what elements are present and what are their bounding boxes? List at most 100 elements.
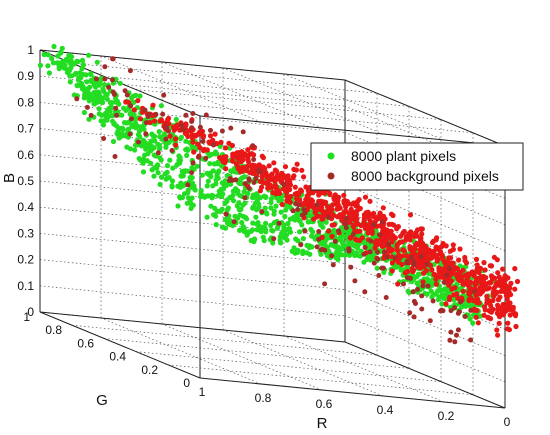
background-point bbox=[482, 267, 488, 273]
plant-point bbox=[82, 89, 88, 95]
plant-point bbox=[339, 246, 345, 252]
plant-point bbox=[307, 251, 313, 257]
plant-point bbox=[97, 81, 103, 87]
plant-point bbox=[296, 217, 302, 223]
background-point bbox=[512, 313, 519, 319]
plant-point bbox=[67, 79, 73, 85]
plant-point bbox=[98, 118, 104, 124]
background-point bbox=[473, 314, 479, 320]
plant-point bbox=[429, 282, 435, 288]
plant-point bbox=[80, 62, 87, 68]
background-point bbox=[316, 192, 322, 198]
plant-point bbox=[100, 122, 107, 128]
background-point bbox=[366, 224, 372, 230]
plant-point bbox=[225, 205, 231, 211]
background-point bbox=[350, 216, 357, 222]
background-point bbox=[350, 231, 356, 237]
plant-point bbox=[224, 198, 230, 204]
plant-point bbox=[470, 320, 476, 326]
background-point bbox=[208, 127, 213, 133]
background-point bbox=[262, 172, 268, 178]
plant-point bbox=[100, 86, 106, 92]
plant-point bbox=[260, 234, 266, 240]
background-point bbox=[424, 254, 430, 260]
plant-point bbox=[127, 111, 133, 117]
plant-point bbox=[56, 60, 62, 66]
background-point bbox=[389, 221, 395, 227]
background-point bbox=[331, 222, 337, 228]
plant-point bbox=[270, 228, 276, 234]
background-point bbox=[395, 259, 401, 265]
z-tick-label: 0.4 bbox=[17, 200, 34, 214]
plant-point bbox=[243, 215, 249, 221]
background-point bbox=[346, 246, 352, 252]
box-edge-4 bbox=[344, 341, 506, 409]
plant-point bbox=[71, 92, 77, 98]
background-point bbox=[279, 201, 285, 208]
background-point bbox=[245, 156, 251, 162]
plant-point bbox=[248, 237, 254, 244]
background-point bbox=[229, 142, 235, 149]
background-point bbox=[448, 308, 454, 314]
plant-point bbox=[125, 120, 131, 126]
plant-point bbox=[149, 167, 155, 173]
grid-top-r bbox=[283, 73, 445, 141]
background-point bbox=[431, 271, 437, 278]
plant-point bbox=[295, 247, 301, 253]
background-point bbox=[458, 299, 463, 305]
plant-point bbox=[257, 195, 263, 201]
background-point bbox=[158, 117, 164, 123]
background-point bbox=[344, 216, 349, 221]
plant-point bbox=[209, 151, 215, 157]
background-point bbox=[452, 285, 458, 291]
plant-point bbox=[169, 178, 176, 184]
background-point bbox=[190, 111, 196, 116]
background-point bbox=[410, 269, 416, 275]
plant-point bbox=[218, 186, 224, 192]
plant-point bbox=[213, 222, 219, 228]
background-point bbox=[452, 305, 458, 311]
background-point bbox=[377, 232, 382, 238]
plant-point bbox=[282, 227, 288, 234]
background-point bbox=[189, 125, 195, 131]
background-point bbox=[481, 260, 487, 266]
background-point bbox=[302, 228, 308, 234]
background-point bbox=[484, 300, 490, 306]
plant-point bbox=[55, 53, 61, 59]
background-point bbox=[348, 201, 354, 207]
grid-top-g bbox=[167, 102, 474, 134]
background-point bbox=[503, 307, 509, 314]
plant-point bbox=[309, 244, 315, 250]
background-point bbox=[419, 293, 425, 299]
plant-point bbox=[405, 288, 411, 294]
background-point bbox=[353, 236, 359, 242]
plant-point bbox=[177, 160, 183, 166]
background-point bbox=[412, 246, 418, 252]
plant-point bbox=[211, 212, 217, 218]
z-tick-label: 0.1 bbox=[17, 279, 34, 293]
z-tick-label: 0.9 bbox=[17, 69, 34, 83]
x-tick-label: 0 bbox=[504, 415, 511, 429]
background-point bbox=[222, 160, 228, 166]
background-point bbox=[361, 251, 367, 257]
grid-top-g bbox=[71, 62, 378, 94]
background-point bbox=[316, 229, 322, 234]
background-point bbox=[508, 280, 514, 286]
background-point bbox=[465, 271, 471, 277]
background-point bbox=[239, 168, 246, 174]
background-point bbox=[348, 206, 354, 212]
plant-point bbox=[74, 58, 80, 64]
background-point bbox=[384, 254, 390, 260]
background-point bbox=[111, 92, 117, 97]
plant-point bbox=[340, 239, 346, 245]
plant-point bbox=[329, 242, 335, 248]
background-point bbox=[455, 327, 461, 333]
background-point bbox=[380, 205, 386, 211]
background-point bbox=[376, 273, 382, 278]
background-point bbox=[143, 120, 149, 126]
grid-wall-r-b bbox=[344, 315, 506, 383]
plant-point bbox=[185, 190, 191, 196]
plant-point bbox=[133, 92, 139, 98]
plant-point bbox=[282, 213, 288, 220]
plant-point bbox=[435, 296, 441, 302]
